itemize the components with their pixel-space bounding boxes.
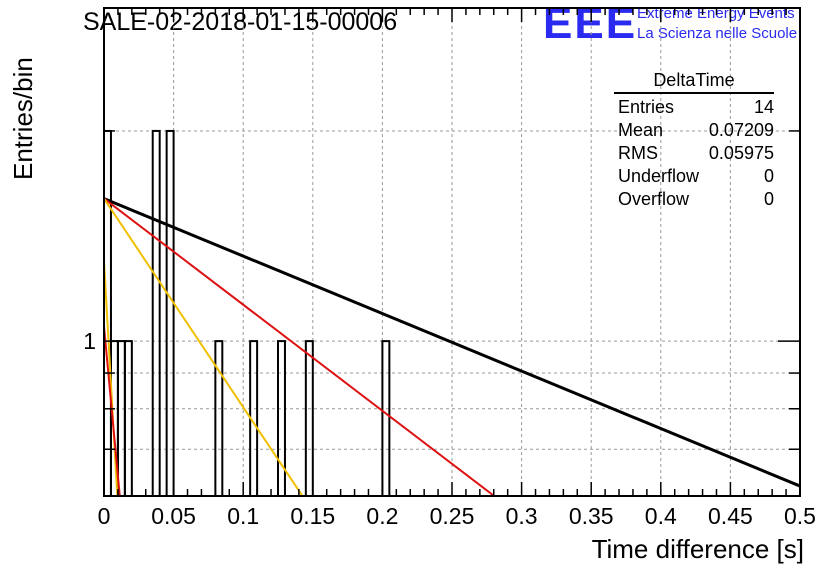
stats-row: Overflow 0 — [614, 188, 774, 211]
x-tick-label: 0.35 — [569, 503, 614, 529]
stats-box: DeltaTime Entries 14 Mean 0.07209 RMS 0.05975… — [614, 70, 774, 211]
stats-label: Underflow — [618, 166, 700, 186]
x-tick-label: 0.2 — [366, 503, 398, 529]
stats-value: 0.05975 — [708, 143, 774, 163]
histogram-bar — [304, 340, 314, 497]
x-tick-label: 0.15 — [290, 503, 335, 529]
x-tick-label: 0.4 — [645, 503, 677, 529]
stats-label: Overflow — [618, 189, 690, 209]
x-tick-label: 0.1 — [227, 503, 259, 529]
fit-line-yellow — [104, 261, 119, 496]
stats-value: 14 — [753, 97, 774, 117]
fit-line-black — [104, 197, 800, 488]
x-tick-label: 0.25 — [430, 503, 475, 529]
stats-label: Mean — [618, 120, 664, 140]
histogram-bar — [277, 340, 286, 497]
fit-line-red — [104, 197, 496, 496]
stats-row: Underflow 0 — [614, 165, 774, 188]
histogram-bar — [214, 340, 224, 497]
stats-value: 0 — [763, 166, 774, 186]
stats-value: 0.07209 — [708, 120, 774, 140]
histogram-bar — [165, 129, 175, 498]
x-tick-label: 0.05 — [151, 503, 196, 529]
x-tick-label: 0.45 — [708, 503, 753, 529]
histogram-bar — [123, 340, 133, 497]
x-tick-label: 0 — [98, 503, 111, 529]
stats-label: Entries — [618, 97, 675, 117]
stats-row: RMS 0.05975 — [614, 142, 774, 165]
histogram-bar — [151, 129, 161, 498]
histogram-bar — [381, 340, 391, 497]
stats-title: DeltaTime — [614, 70, 774, 94]
stats-label: RMS — [618, 143, 658, 163]
fit-line-red — [104, 326, 121, 496]
stats-value: 0 — [763, 189, 774, 209]
stats-row: Mean 0.07209 — [614, 119, 774, 142]
histogram-bar — [116, 340, 126, 497]
x-tick-label: 0.5 — [784, 503, 816, 529]
stats-row: Entries 14 — [614, 96, 774, 119]
y-tick-label: 1 — [83, 328, 96, 354]
chart-title: SALE-02-2018-01-15-00006 — [83, 8, 398, 36]
x-tick-label: 0.3 — [506, 503, 538, 529]
x-axis-label: Time difference [s] — [591, 534, 804, 564]
logo-line-2: La Scienza nelle Scuole — [637, 25, 798, 42]
fit-line-yellow — [104, 198, 304, 496]
